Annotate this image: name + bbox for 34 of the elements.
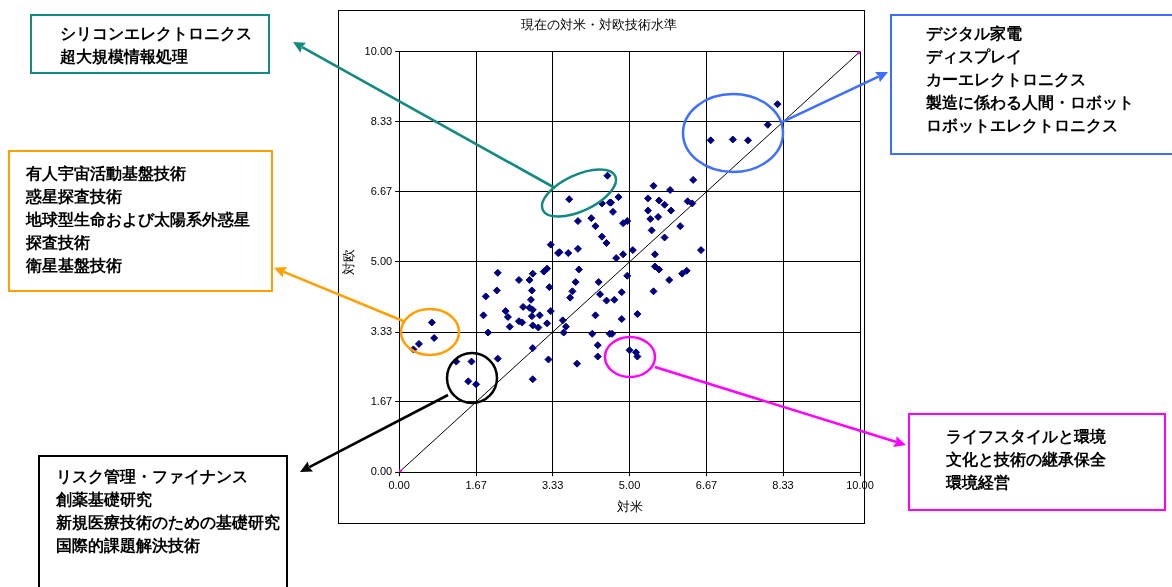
text: 衛星基盤技術	[26, 256, 123, 276]
text: 惑星探査技術	[26, 187, 123, 207]
y-axis-title: 対欧	[341, 248, 357, 275]
x-tick-label: 0.00	[388, 478, 410, 491]
x-axis-title: 対米	[616, 498, 643, 514]
text: 製造に係わる人間・ロボット	[926, 93, 1135, 113]
text: 有人宇宙活動基盤技術	[26, 164, 187, 184]
text: 環境経営	[946, 473, 1011, 493]
text: リスク管理・ファイナンス	[56, 467, 249, 487]
text: カーエレクトロニクス	[926, 70, 1087, 90]
text: シリコンエレクトロニクス	[60, 24, 253, 44]
y-tick-label: 3.33	[370, 325, 393, 338]
x-tick-label: 6.67	[695, 478, 718, 491]
chart-title: 現在の対米・対欧技術水準	[521, 17, 677, 33]
y-tick-label: 6.67	[370, 184, 393, 197]
text: ディスプレイ	[926, 47, 1023, 67]
text: 地球型生命および太陽系外惑星探査技術	[26, 210, 251, 253]
y-tick-label: 10.00	[364, 44, 393, 57]
text: 文化と技術の継承保全	[946, 450, 1107, 470]
y-tick-label: 8.33	[370, 114, 393, 127]
text: デジタル家電	[926, 24, 1023, 44]
x-tick-label: 8.33	[772, 478, 794, 491]
y-tick-label: 0.00	[370, 465, 393, 478]
text: 国際的課題解決技術	[56, 536, 201, 556]
x-tick-label: 5.00	[618, 478, 641, 491]
text: ライフスタイルと環境	[946, 427, 1107, 447]
text: 新規医療技術のための基礎研究	[56, 513, 280, 533]
x-tick-label: 1.67	[465, 478, 487, 491]
y-tick-label: 5.00	[370, 254, 393, 267]
x-tick-label: 3.33	[541, 478, 564, 491]
y-tick-label: 1.67	[370, 394, 393, 407]
text: 創薬基礎研究	[56, 490, 153, 510]
text: 超大規模情報処理	[60, 47, 189, 67]
text: ロボットエレクトロニクス	[926, 116, 1119, 136]
